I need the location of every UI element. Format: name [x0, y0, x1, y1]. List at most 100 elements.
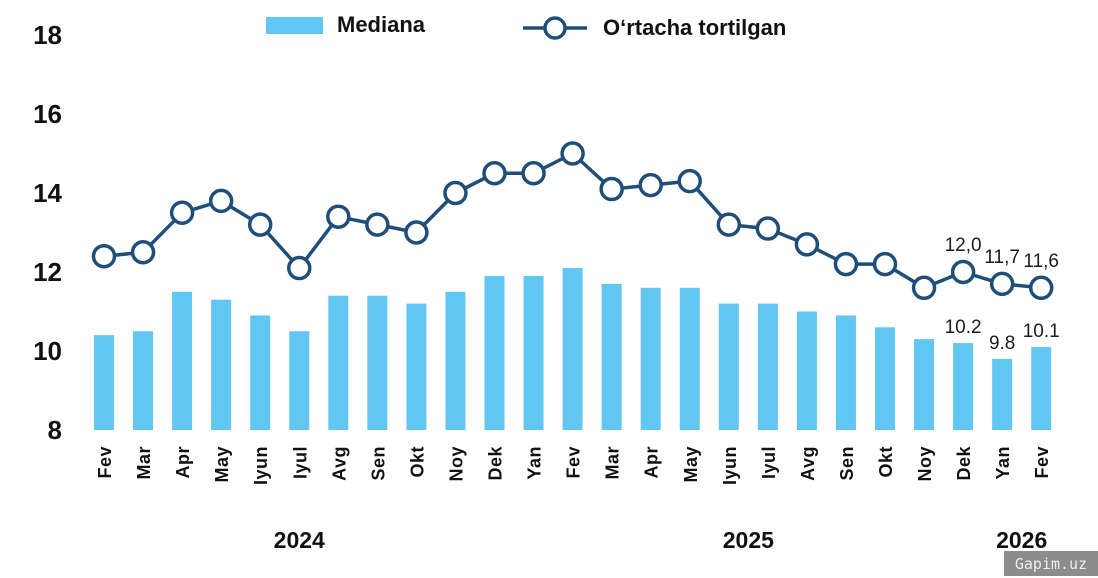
bar-value-label: 9.8 [989, 333, 1015, 354]
median-bar [133, 331, 154, 430]
x-axis-month-label: Sen [837, 446, 857, 481]
x-axis-month-label: May [681, 446, 701, 483]
median-bar [835, 315, 856, 430]
line-point-marker [716, 212, 742, 237]
legend-label-mediana: Mediana [337, 12, 426, 37]
median-bar [406, 303, 427, 430]
x-axis-month-label: Okt [407, 446, 427, 478]
line-point-marker [677, 168, 702, 194]
legend-item-mediana: Mediana [266, 12, 425, 38]
x-axis-month-label: Apr [642, 446, 662, 479]
median-bar [992, 358, 1013, 430]
legend-label-ortacha: Oʻrtacha tortilgan [603, 15, 787, 40]
x-axis-month-label: Avg [798, 446, 818, 481]
line-point-marker [911, 275, 937, 301]
median-bar [484, 275, 505, 430]
mediana-swatch-icon [266, 16, 323, 34]
x-axis-month-label: Fev [1032, 446, 1052, 479]
median-bar [914, 339, 935, 430]
line-marker-icon [523, 16, 587, 40]
x-axis-month-label: Yan [525, 446, 545, 480]
x-axis-month-label: Iyun [251, 446, 271, 485]
median-bar [94, 335, 114, 430]
y-axis-tick-label: 8 [48, 415, 62, 445]
line-point-marker [482, 161, 507, 186]
median-bar [172, 291, 193, 430]
x-axis-month-label: Fev [564, 446, 584, 479]
x-axis-month-label: Noy [915, 446, 935, 482]
line-point-marker [365, 212, 390, 237]
x-axis-month-label: Sen [368, 446, 388, 481]
x-axis-month-label: Fev [95, 446, 115, 479]
median-bar [367, 295, 388, 430]
line-point-marker [443, 180, 468, 206]
line-point-marker [833, 251, 859, 277]
median-bar [211, 299, 232, 430]
x-axis-month-label: Yan [993, 446, 1013, 480]
bar-value-label: 10.2 [945, 317, 982, 338]
legend-item-ortacha: Oʻrtacha tortilgan [521, 12, 786, 44]
median-bar [875, 327, 895, 430]
line-point-marker [794, 232, 820, 257]
line-point-marker [755, 216, 781, 241]
line-point-marker [989, 271, 1015, 297]
median-bar [757, 303, 778, 430]
median-bar [953, 343, 974, 430]
line-point-marker [521, 161, 546, 186]
x-axis-month-label: Avg [329, 446, 349, 481]
y-axis-tick-label: 12 [33, 257, 62, 287]
median-bar [601, 283, 622, 430]
year-label: 2026 [996, 527, 1047, 553]
y-axis-tick-label: 14 [33, 178, 62, 208]
line-point-marker [208, 188, 234, 214]
x-axis-month-label: Dek [954, 446, 974, 481]
line-point-marker [287, 255, 312, 281]
line-point-marker [91, 243, 117, 269]
line-value-label: 11,6 [1023, 251, 1059, 272]
x-axis-month-label: Iyun [720, 446, 740, 485]
line-value-label: 11,7 [984, 247, 1020, 268]
weighted-average-line [102, 151, 1043, 290]
median-bar [796, 311, 817, 430]
y-axis-tick-label: 18 [33, 20, 62, 50]
median-bar [445, 291, 466, 430]
line-value-label: 12,0 [945, 235, 982, 256]
line-point-marker [326, 204, 351, 229]
watermark-badge: Gapim.uz [1004, 551, 1098, 576]
x-axis-month-label: Apr [173, 446, 193, 479]
year-label: 2025 [723, 527, 774, 553]
median-bar [289, 331, 310, 430]
line-point-marker [638, 172, 663, 198]
line-point-marker [130, 240, 156, 265]
y-axis-tick-label: 16 [33, 99, 62, 129]
x-axis-month-label: Dek [486, 446, 506, 481]
line-point-marker [169, 200, 195, 225]
median-bar [718, 303, 739, 430]
x-axis-month-label: Okt [876, 446, 896, 478]
y-axis-tick-label: 10 [33, 336, 62, 366]
line-point-marker [1028, 275, 1054, 301]
x-axis-month-label: Iyul [290, 446, 310, 479]
median-bar [250, 315, 271, 430]
median-bar [523, 275, 544, 430]
median-bar [640, 287, 661, 430]
x-axis-month-label: Noy [446, 446, 466, 482]
year-label: 2024 [274, 527, 325, 553]
x-axis-month-label: Mar [603, 446, 623, 480]
line-point-marker [950, 259, 976, 285]
x-axis-month-label: Mar [134, 446, 154, 480]
watermark-text: Gapim.uz [1014, 554, 1088, 573]
line-point-marker [872, 251, 898, 277]
median-bar [562, 268, 583, 430]
median-bar [1031, 347, 1052, 430]
line-point-marker [404, 220, 429, 245]
line-point-marker [599, 176, 624, 202]
x-axis-month-label: May [212, 446, 232, 483]
line-point-marker [560, 141, 585, 166]
x-axis-month-label: Iyul [759, 446, 779, 479]
line-point-marker [247, 212, 273, 237]
median-bar [328, 295, 349, 430]
median-bar [679, 287, 700, 430]
